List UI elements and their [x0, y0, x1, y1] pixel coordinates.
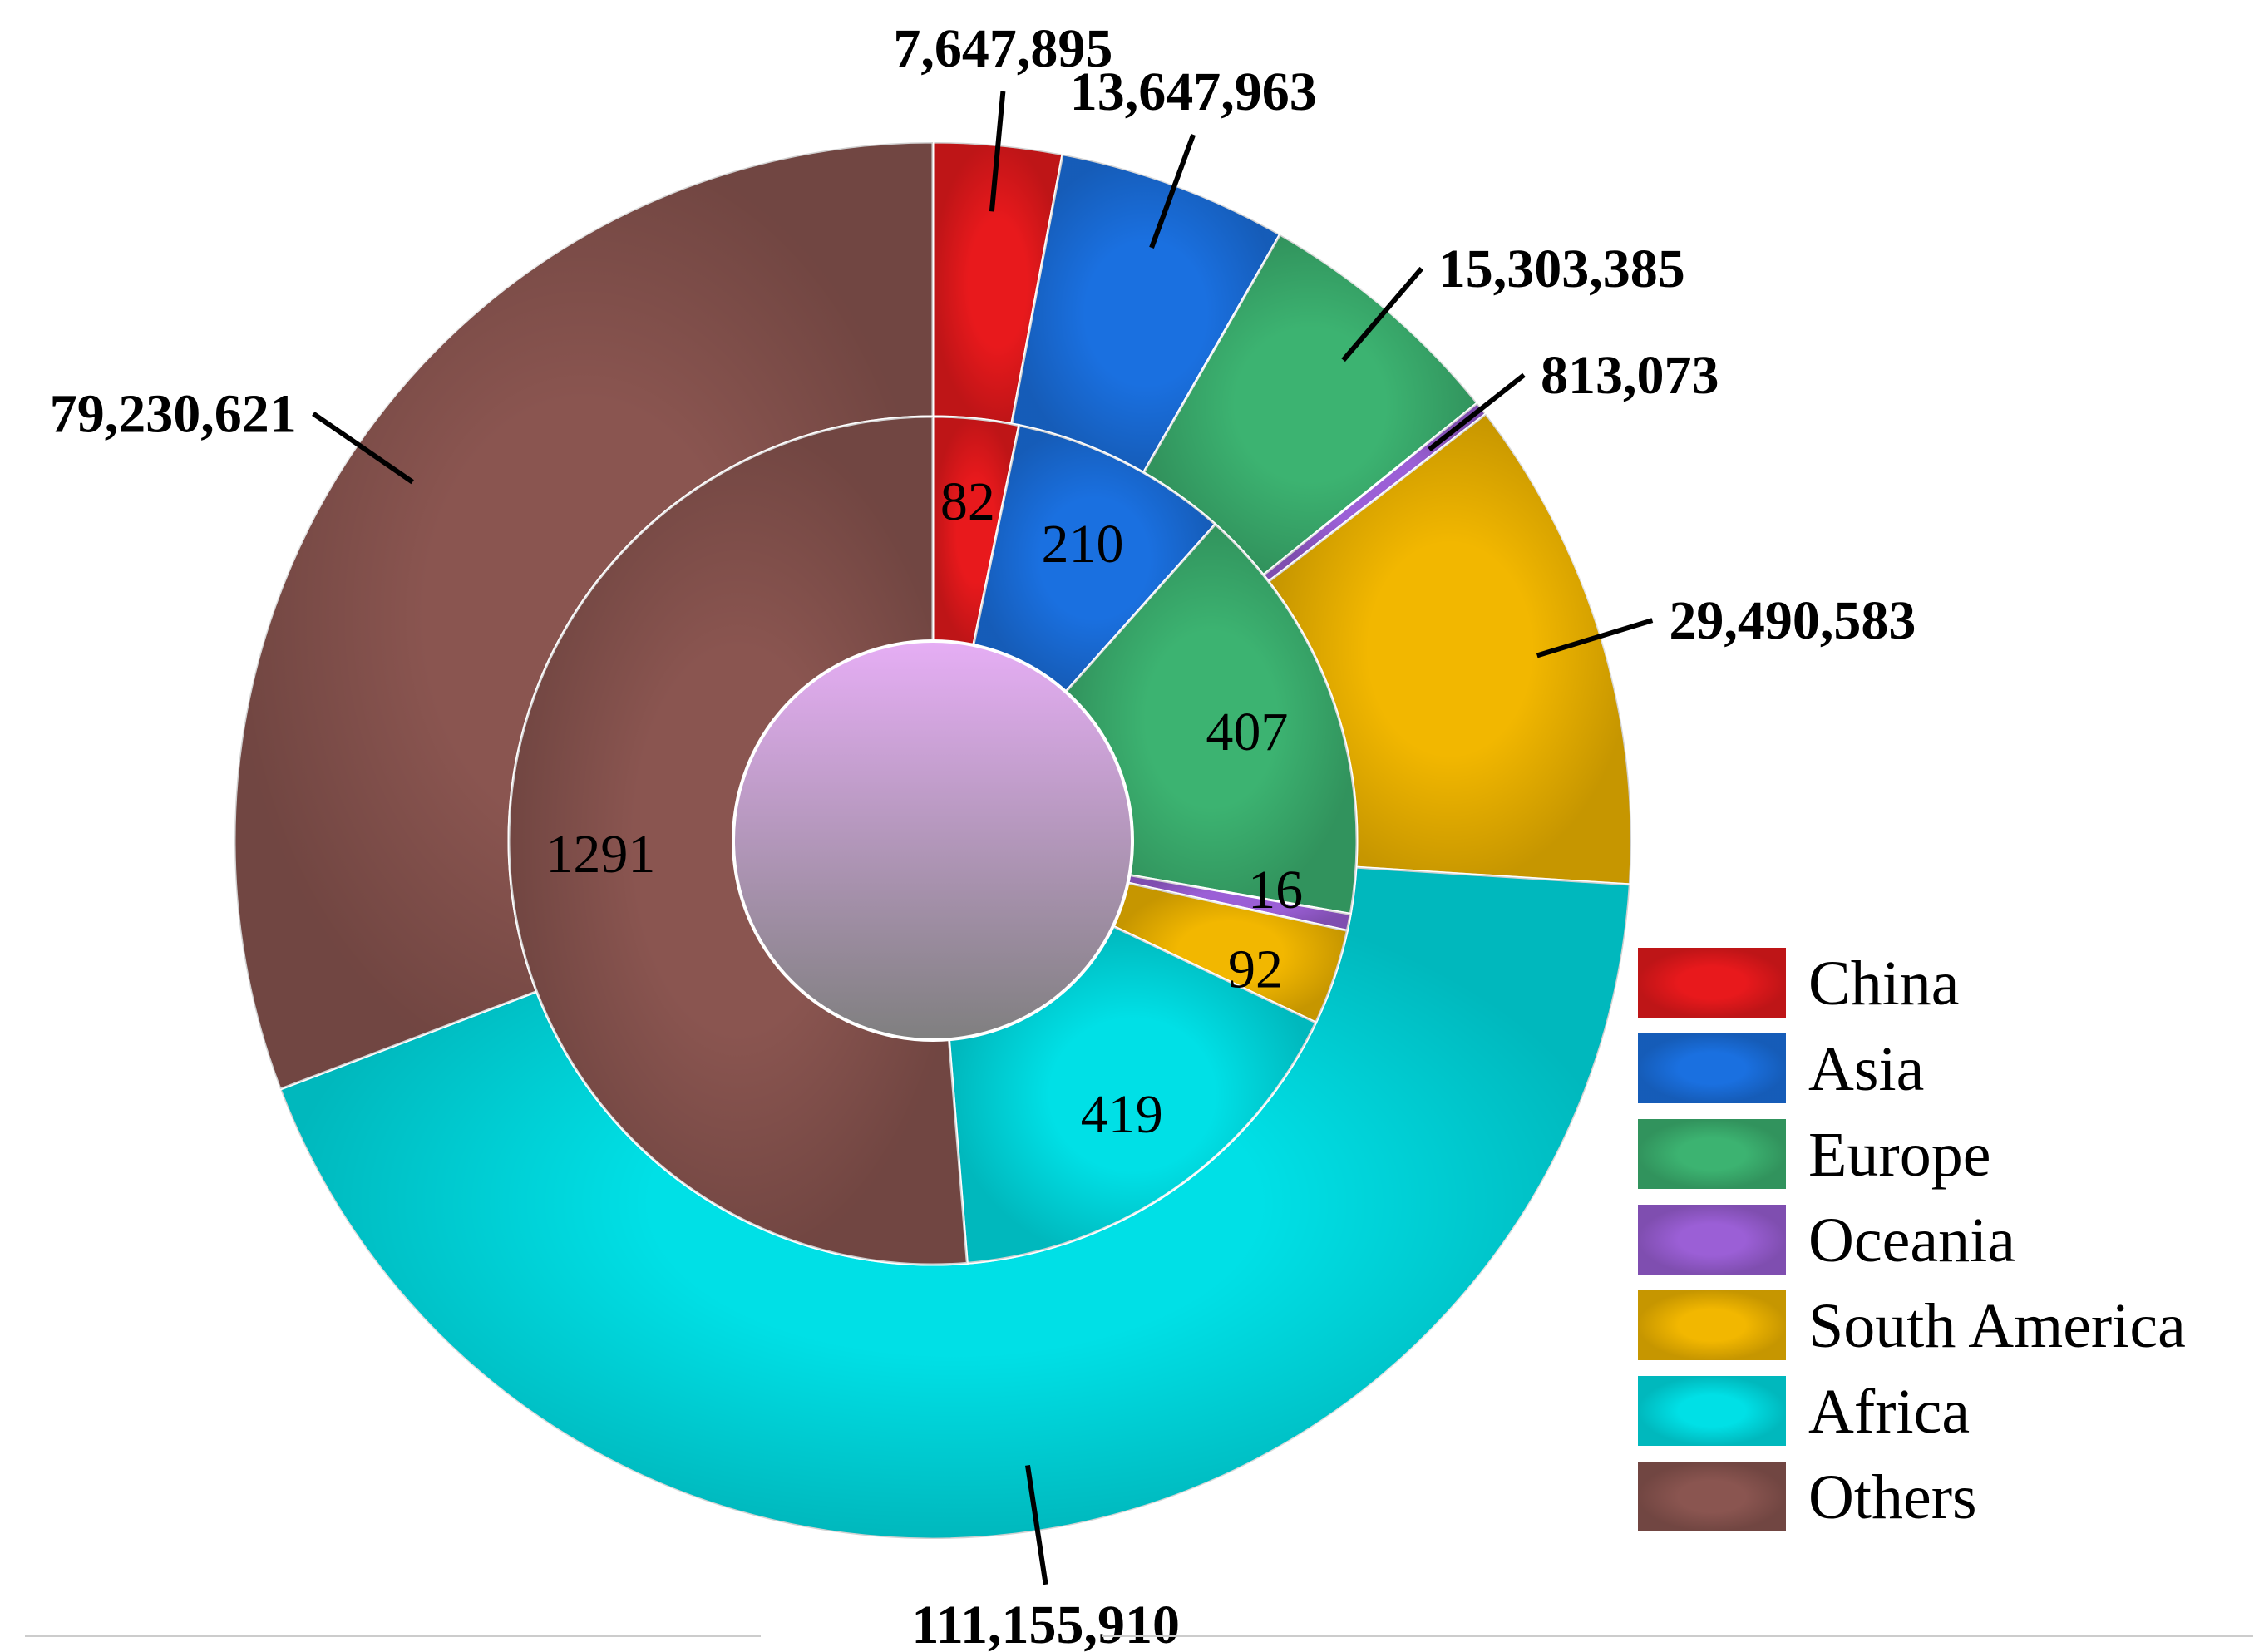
leader-line-africa: [1025, 1464, 1048, 1585]
legend-label-others: Others: [1808, 1462, 1977, 1532]
legend-swatch-shade-others: [1638, 1462, 1786, 1531]
legend: China Asia Europe Oceania South America Afric…: [1638, 948, 2186, 1532]
outer-value-label-oceania: 813,073: [1541, 345, 1719, 406]
leader-line-europe: [1341, 266, 1424, 362]
outer-value-label-europe: 15,303,385: [1438, 239, 1685, 299]
legend-swatch-shade-south-america: [1638, 1290, 1786, 1360]
legend-label-europe: Europe: [1808, 1120, 1990, 1190]
leader-line-others: [312, 412, 414, 485]
inner-value-label-china: 82: [940, 471, 995, 532]
inner-value-label-oceania: 16: [1248, 860, 1303, 920]
inner-value-label-africa: 419: [1081, 1084, 1163, 1145]
leader-line-south-america: [1536, 618, 1654, 658]
legend-label-asia: Asia: [1808, 1034, 1924, 1104]
legend-swatch-shade-china: [1638, 948, 1786, 1018]
inner-labels: 82 210 407 16 92 419 1291: [545, 471, 1303, 1145]
leader-line-oceania: [1428, 372, 1526, 452]
legend-swatch-shade-europe: [1638, 1119, 1786, 1189]
legend-label-oceania: Oceania: [1808, 1206, 2015, 1275]
leader-line-asia: [1149, 133, 1196, 249]
center-disk: [732, 639, 1134, 1042]
inner-value-label-others: 1291: [545, 824, 655, 885]
legend-swatch-shade-asia: [1638, 1033, 1786, 1103]
outer-value-label-others: 79,230,621: [50, 383, 297, 444]
outer-value-label-china: 7,647,895: [893, 18, 1112, 79]
legend-label-china: China: [1808, 949, 1960, 1018]
legend-swatch-shade-oceania: [1638, 1205, 1786, 1275]
outer-value-label-south-america: 29,490,583: [1669, 590, 1916, 651]
legend-swatch-shade-africa: [1638, 1376, 1786, 1446]
inner-value-label-south-america: 92: [1228, 939, 1283, 999]
legend-label-south-america: South America: [1808, 1291, 2186, 1361]
legend-label-africa: Africa: [1808, 1377, 1970, 1447]
inner-value-label-asia: 210: [1042, 514, 1124, 575]
leader-lines: [312, 91, 1654, 1585]
outer-value-label-asia: 13,647,963: [1070, 62, 1317, 122]
outer-value-label-africa: 111,155,910: [911, 1595, 1180, 1652]
inner-value-label-europe: 407: [1206, 702, 1288, 762]
leader-line-china: [989, 91, 1006, 212]
